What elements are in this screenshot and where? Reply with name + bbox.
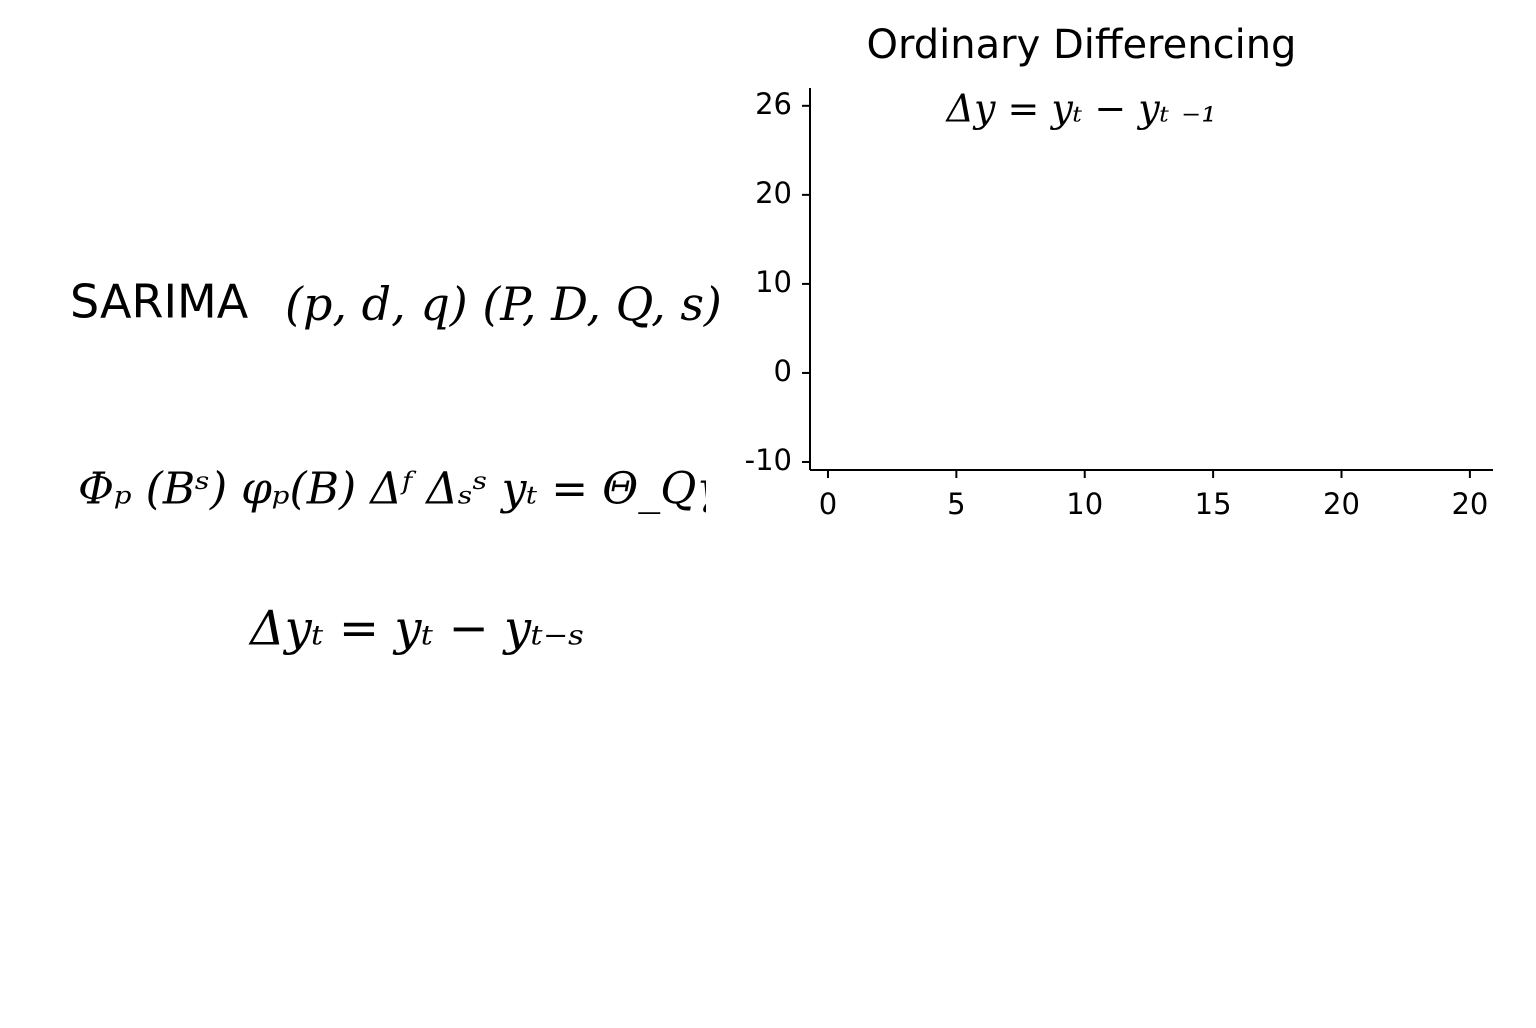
y-tick-label: -10 [745,443,792,477]
y-tick-label: 20 [755,176,792,210]
chart-subtitle: Δy = yₜ − yₜ ₋₁ [945,87,1217,131]
model-equation: Φₚ (Bˢ) φₚ(B) Δᶠ Δₛˢ yₜ = Θ_Qγ [78,464,723,515]
y-tick-label: 26 [755,87,792,121]
x-tick-label: 20 [1451,487,1488,521]
model-orders: (p, d, q) (P, D, Q, s) [285,277,722,331]
x-tick-label: 20 [1323,487,1360,521]
x-tick-label: 5 [947,487,965,521]
seasonal-difference: Δyₜ = yₜ − yₜ₋ₛ [248,601,585,657]
y-tick-label: 0 [774,354,792,388]
chart-title: Ordinary Differencing [867,22,1297,68]
x-tick-label: 10 [1066,487,1103,521]
y-tick-label: 10 [755,265,792,299]
x-tick-label: 15 [1195,487,1232,521]
model-name: SARIMA [70,275,249,329]
x-tick-label: 0 [819,487,837,521]
